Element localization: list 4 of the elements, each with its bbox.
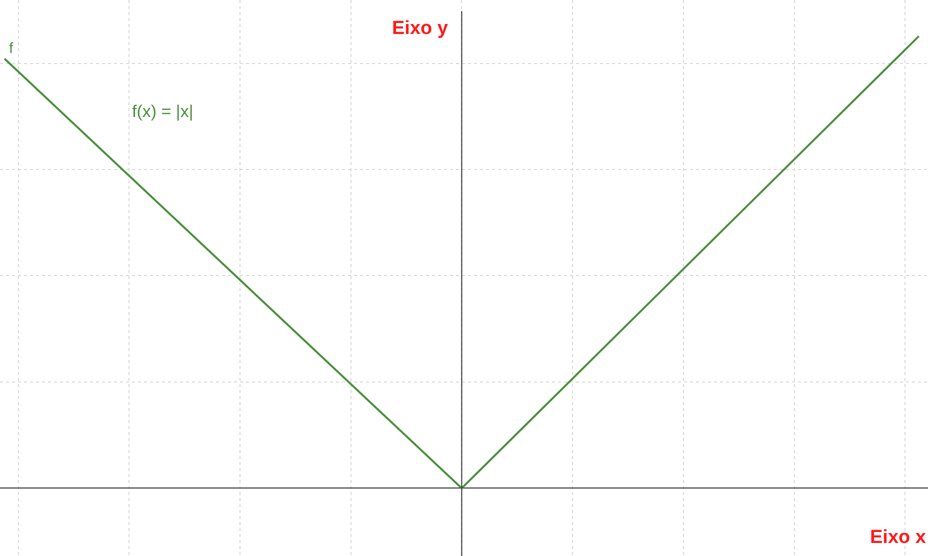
series-label: f (9, 40, 14, 57)
x-axis-title: Eixo x (870, 527, 926, 548)
annotation: f(x) = |x| (132, 102, 194, 121)
y-axis-title: Eixo y (392, 18, 448, 39)
